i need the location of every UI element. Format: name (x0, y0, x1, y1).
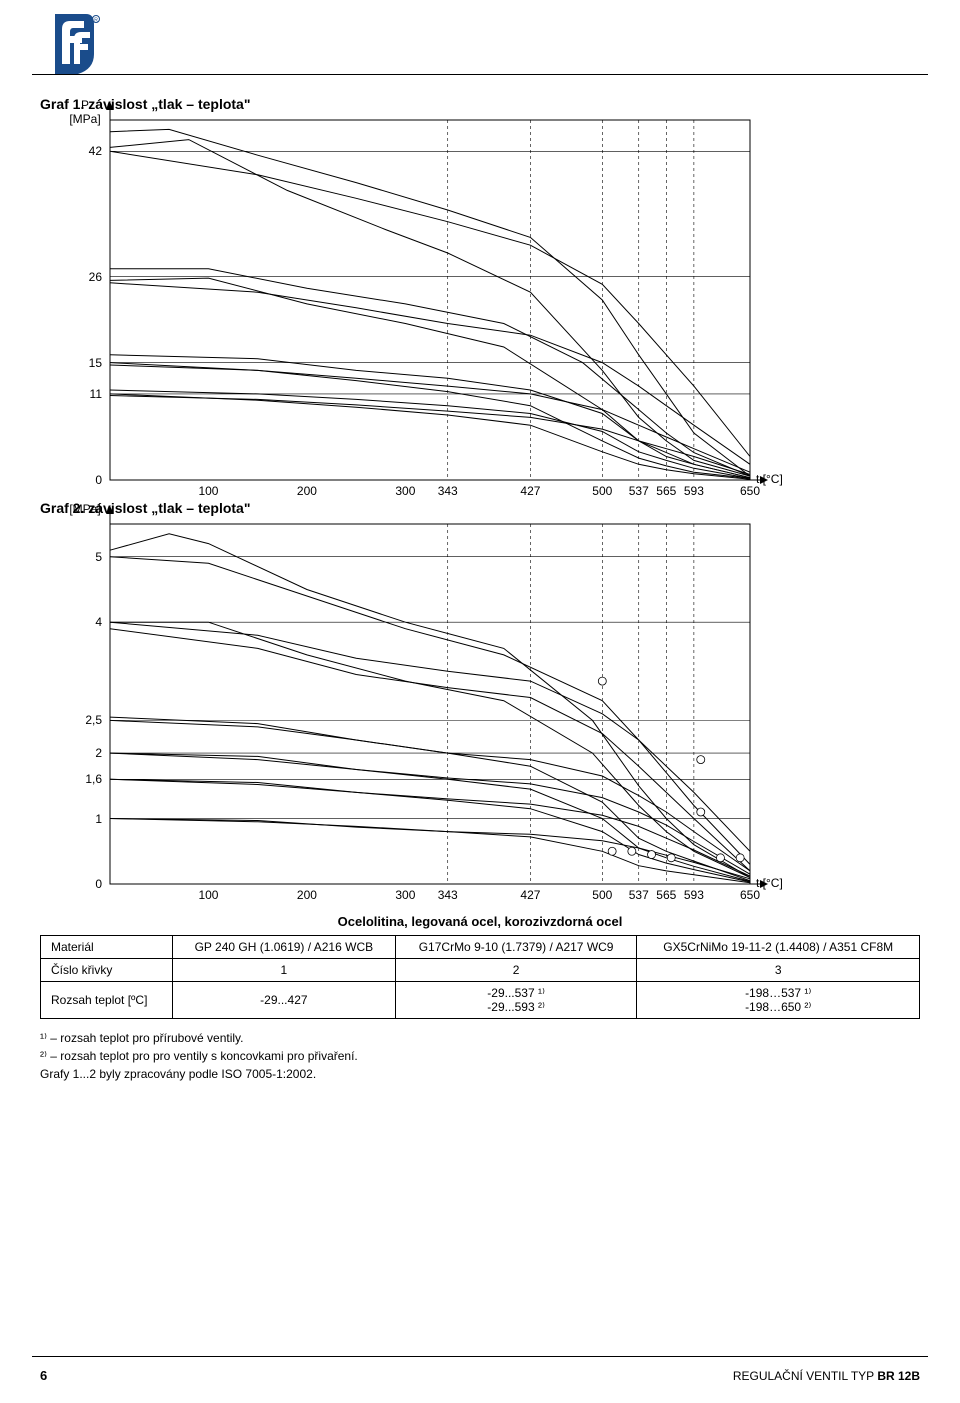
footnotes: ¹⁾ – rozsah teplot pro přírubové ventily… (40, 1029, 920, 1083)
table-header-label: Materiál (41, 936, 173, 959)
footnote-line: ¹⁾ – rozsah teplot pro přírubové ventily… (40, 1029, 920, 1047)
table-cell: -29...427 (172, 982, 395, 1019)
graf1-chart: 111526420100200300343427500537565593650P… (110, 120, 750, 480)
footer-doc-bold: BR 12B (877, 1369, 920, 1383)
table-header-material: GP 240 GH (1.0619) / A216 WCB (172, 936, 395, 959)
table-cell: 3 (637, 959, 920, 982)
table-cell: -198…537 ¹⁾-198…650 ²⁾ (637, 982, 920, 1019)
material-table: MateriálGP 240 GH (1.0619) / A216 WCBG17… (40, 935, 920, 1019)
table-cell: -29...537 ¹⁾-29...593 ²⁾ (395, 982, 637, 1019)
logo-icon: R (50, 14, 100, 74)
graf2-title: Graf 2. závislost „tlak – teplota" (40, 500, 920, 516)
footer-doc-title: REGULAČNÍ VENTIL TYP BR 12B (733, 1369, 920, 1383)
header-rule (32, 74, 928, 75)
table-cell: Číslo křivky (41, 959, 173, 982)
footnote-line: Grafy 1...2 byly zpracovány podle ISO 70… (40, 1065, 920, 1083)
table-title: Ocelolitina, legovaná ocel, korozivzdorn… (40, 914, 920, 929)
footnote-line: ²⁾ – rozsah teplot pro pro ventily s kon… (40, 1047, 920, 1065)
table-cell: Rozsah teplot [ºC] (41, 982, 173, 1019)
table-header-material: G17CrMo 9-10 (1.7379) / A217 WC9 (395, 936, 637, 959)
footer-doc-plain: REGULAČNÍ VENTIL TYP (733, 1369, 878, 1383)
table-cell: 1 (172, 959, 395, 982)
graf1-title: Graf 1. závislost „tlak – teplota" (40, 96, 920, 112)
table-cell: 2 (395, 959, 637, 982)
footer-rule (32, 1356, 928, 1357)
svg-text:R: R (94, 18, 98, 24)
graf2-chart: 11,622,545010020030034342750053756559365… (110, 524, 750, 884)
page-number: 6 (40, 1368, 47, 1383)
material-table-block: Ocelolitina, legovaná ocel, korozivzdorn… (40, 914, 920, 1019)
table-header-material: GX5CrNiMo 19-11-2 (1.4408) / A351 CF8M (637, 936, 920, 959)
